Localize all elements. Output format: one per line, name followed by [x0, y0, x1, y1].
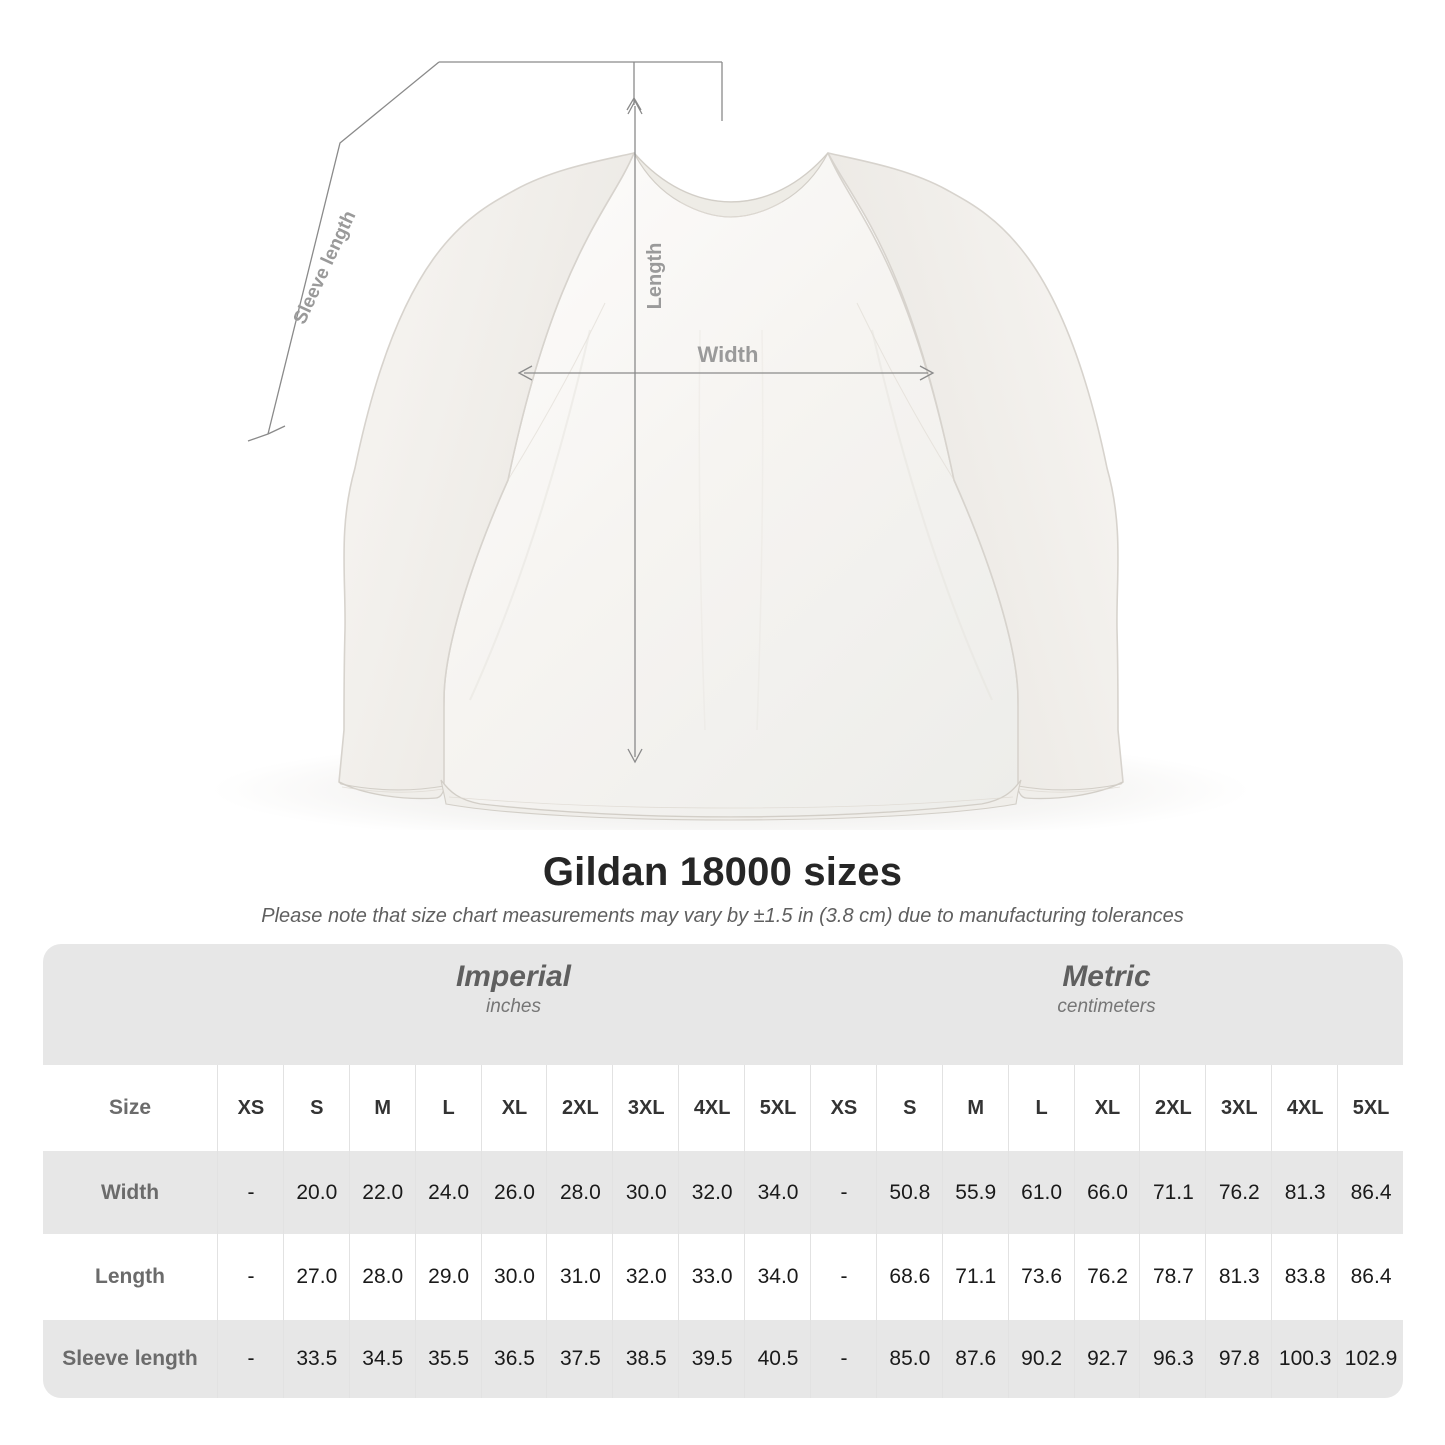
svg-text:Length: Length — [644, 243, 666, 310]
svg-text:Width: Width — [698, 342, 759, 367]
svg-text:Sleeve length: Sleeve length — [290, 208, 361, 328]
